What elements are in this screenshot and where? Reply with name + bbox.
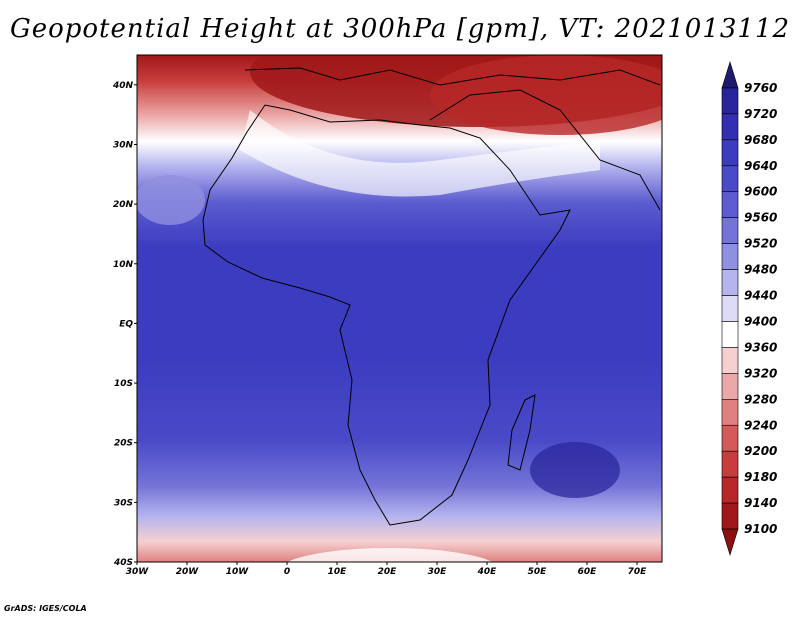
lon-tick-label: 30E: [428, 567, 448, 577]
colorbar-label: 9280: [744, 392, 777, 406]
colorbar-label: 9480: [744, 263, 777, 277]
plot-border: [136, 54, 663, 563]
lon-tick-label: 20W: [176, 567, 200, 577]
lon-tick-label: 50E: [528, 567, 548, 577]
colorbar-swatch: [721, 347, 739, 374]
colorbar-label: 9100: [744, 522, 777, 536]
colorbar-swatch: [721, 295, 739, 322]
colorbar-label: 9600: [744, 185, 777, 199]
lat-tick-label: 40N: [112, 81, 134, 91]
colorbar-label: 9180: [744, 470, 777, 484]
colorbar-swatch: [721, 87, 739, 115]
colorbar-swatch: [721, 60, 739, 89]
colorbar-swatch: [721, 269, 739, 296]
height-field: [137, 55, 662, 562]
colorbar-label: 9760: [744, 81, 777, 95]
lon-tick-label: 10E: [328, 567, 348, 577]
colorbar-swatch: [721, 502, 739, 530]
lon-tick-label: 30W: [126, 567, 150, 577]
colorbar-label: 9560: [744, 211, 777, 225]
colorbar-swatch: [721, 243, 739, 270]
colorbar-swatch: [721, 165, 739, 193]
lon-tick-label: 0: [284, 567, 290, 577]
colorbar-label: 9140: [744, 496, 777, 510]
lon-tick-label: 20E: [378, 567, 398, 577]
colorbar-label: 9240: [744, 418, 777, 432]
colorbar-label: 9360: [744, 340, 777, 354]
colorbar-label: 9200: [744, 444, 777, 458]
colorbar-label: 9440: [744, 289, 777, 303]
colorbar-label: 9640: [744, 159, 777, 173]
colorbar-swatch: [721, 528, 739, 557]
map-title: Geopotential Height at 300hPa [gpm], VT:…: [9, 14, 791, 44]
lat-tick-label: 20N: [113, 200, 134, 210]
latitude-axis: 40N 30N 20N 10N EQ 10S 20S 30S 40S: [112, 81, 137, 568]
colorbar-label: 9520: [744, 237, 777, 251]
lat-tick-label: 10N: [113, 260, 134, 270]
lon-tick-label: 70E: [628, 567, 648, 577]
colorbar-swatch: [721, 113, 739, 141]
credit-text: GrADS: IGES/COLA: [4, 604, 87, 613]
lat-tick-label: 30S: [114, 498, 133, 508]
colorbar-swatch: [721, 476, 739, 504]
lat-tick-label: 20S: [114, 439, 133, 449]
coastlines: [202, 67, 661, 526]
colorbar-swatch: [721, 373, 739, 400]
lon-tick-label: 10W: [226, 567, 250, 577]
colorbar-swatch: [721, 399, 739, 426]
colorbar-swatch: [721, 191, 739, 218]
colorbar-label: 9400: [744, 314, 777, 328]
lon-tick-label: 40E: [477, 567, 498, 577]
colorbar-swatch: [721, 424, 739, 452]
colorbar-swatch: [721, 321, 739, 348]
lat-tick-label: EQ: [119, 319, 133, 329]
lon-tick-label: 60E: [578, 567, 598, 577]
lat-tick-label: 10S: [114, 379, 133, 389]
colorbar-label: 9720: [744, 107, 777, 121]
longitude-axis: 30W 20W 10W 0 10E 20E 30E 40E 50E 60E 70E: [126, 562, 647, 577]
lat-tick-label: 40S: [113, 558, 133, 568]
lat-tick-label: 30N: [113, 140, 134, 150]
colorbar-swatch: [721, 450, 739, 478]
colorbar: 9760 9720 9680 9640 9600 9560 9520 9480 9440 9400…: [721, 60, 777, 557]
colorbar-label: 9680: [744, 133, 777, 147]
colorbar-label: 9320: [744, 366, 777, 380]
colorbar-swatch: [721, 139, 739, 167]
colorbar-swatch: [721, 217, 739, 244]
